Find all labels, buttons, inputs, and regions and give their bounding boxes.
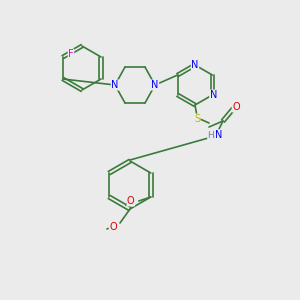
Text: N: N bbox=[111, 80, 119, 90]
Text: F: F bbox=[68, 49, 74, 59]
Text: O: O bbox=[127, 196, 135, 206]
Text: O: O bbox=[109, 222, 117, 232]
Text: N: N bbox=[151, 80, 159, 90]
Text: N: N bbox=[191, 60, 199, 70]
Text: N: N bbox=[210, 90, 217, 100]
Text: O: O bbox=[232, 102, 240, 112]
Text: N: N bbox=[215, 130, 223, 140]
Text: H: H bbox=[208, 130, 214, 140]
Text: S: S bbox=[194, 114, 200, 124]
